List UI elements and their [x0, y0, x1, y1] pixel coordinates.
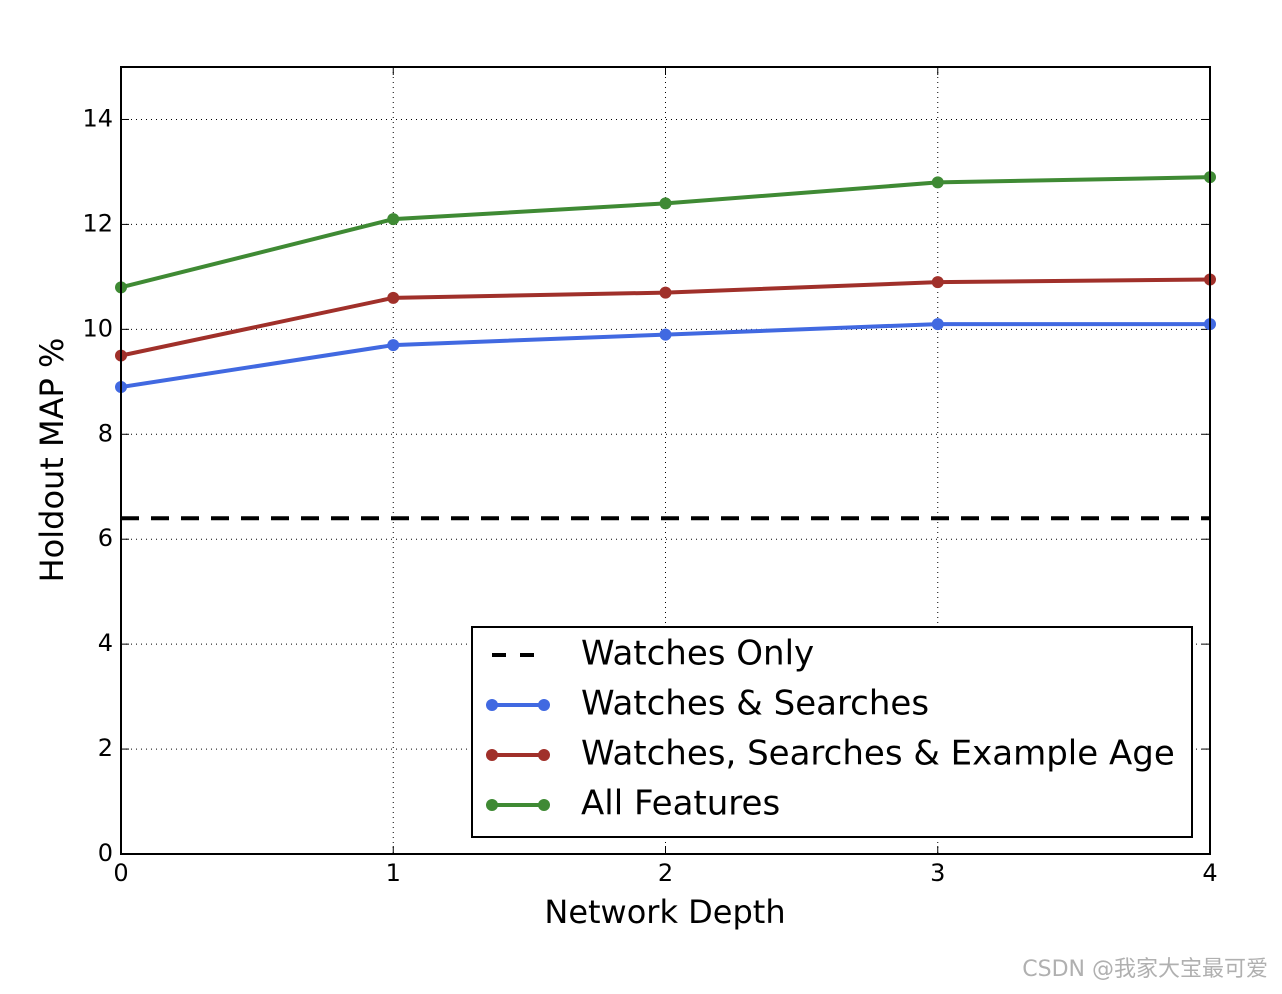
y-tick-label: 4: [98, 629, 113, 657]
legend-label: All Features: [581, 784, 780, 824]
data-point: [931, 276, 944, 289]
y-tick-label: 2: [98, 734, 113, 762]
data-point: [659, 197, 672, 210]
y-tick-label: 10: [82, 314, 113, 342]
x-axis-label: Network Depth: [544, 893, 785, 931]
legend-marker: [538, 749, 550, 761]
x-tick-label: 0: [113, 859, 128, 887]
x-tick-label: 3: [930, 859, 945, 887]
y-tick-label: 0: [98, 839, 113, 867]
data-point: [659, 328, 672, 341]
x-tick-label: 2: [658, 859, 673, 887]
legend-marker: [538, 699, 550, 711]
watermark: CSDN @我家大宝最可爱: [1022, 957, 1268, 982]
legend-marker: [486, 699, 498, 711]
data-point: [387, 291, 400, 304]
data-point: [931, 318, 944, 331]
legend-label: Watches, Searches & Example Age: [581, 734, 1175, 774]
legend-box: [471, 626, 1193, 838]
legend-label: Watches Only: [581, 634, 814, 674]
legend-marker: [538, 799, 550, 811]
y-tick-label: 6: [98, 524, 113, 552]
data-point: [387, 213, 400, 226]
y-tick-label: 12: [82, 209, 113, 237]
legend-marker: [486, 749, 498, 761]
data-point: [387, 339, 400, 352]
x-tick-label: 1: [386, 859, 401, 887]
y-axis-label: Holdout MAP %: [33, 338, 71, 583]
data-point: [659, 286, 672, 299]
legend: Watches Only Watches & Searches Watches, S…: [471, 626, 1193, 838]
legend-label: Watches & Searches: [581, 684, 929, 724]
legend-marker: [486, 799, 498, 811]
x-tick-label: 4: [1202, 859, 1217, 887]
data-point: [931, 176, 944, 189]
y-tick-label: 14: [82, 104, 113, 132]
y-tick-label: 8: [98, 419, 113, 447]
plot-frame: [120, 66, 1211, 855]
